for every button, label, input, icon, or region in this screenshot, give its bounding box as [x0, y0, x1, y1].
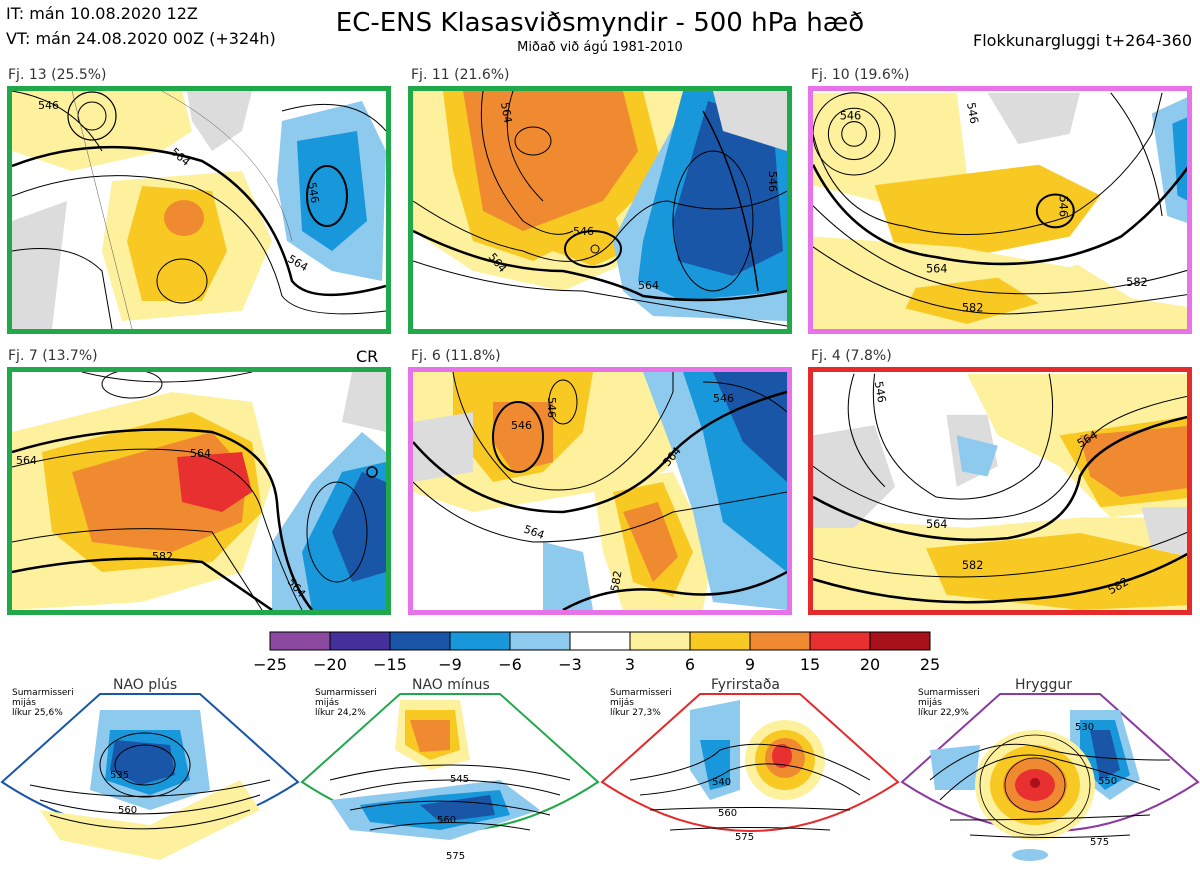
regime-map: 540 560 575	[600, 693, 900, 843]
colorbar-tick-label: −25	[253, 655, 287, 674]
colorbar-tick-label: −6	[498, 655, 522, 674]
contour-label: 564	[190, 447, 211, 460]
contour-label: 550	[1098, 776, 1117, 787]
colorbar-swatch	[869, 631, 931, 651]
contour-label: 546	[964, 101, 981, 124]
contour-label: 535	[110, 770, 129, 781]
valid-time: VT: mán 24.08.2020 00Z (+324h)	[6, 29, 276, 48]
contour-label: 575	[735, 832, 754, 843]
cluster-map-panel: 564 564 582 564	[7, 367, 391, 615]
contour-label: 560	[437, 815, 456, 826]
regime-description: Sumarmisseri mijás líkur 24,2%	[315, 688, 377, 718]
page-subtitle: Miðað við ágú 1981-2010	[517, 40, 683, 55]
colorbar-swatch	[569, 631, 631, 651]
colorbar-tick-label: −3	[558, 655, 582, 674]
colorbar-swatch	[389, 631, 451, 651]
contour-label: 560	[718, 808, 737, 819]
panel-label: Fj. 7 (13.7%)	[8, 348, 98, 364]
contour-label: 575	[446, 851, 465, 862]
colorbar-tick-label: 25	[920, 655, 940, 674]
cluster-map: 546 546 564 582 546 582	[813, 92, 1187, 329]
cluster-map-panel: 546 546 564 582 546 582	[808, 86, 1192, 334]
panel-label: Fj. 13 (25.5%)	[8, 67, 107, 83]
colorbar-swatch	[329, 631, 391, 651]
panel-label: Fj. 11 (21.6%)	[411, 67, 510, 83]
regime-title: NAO mínus	[412, 677, 490, 693]
contour-label: 546	[305, 181, 321, 204]
cluster-map-panel: 564 564 582 582 546	[808, 367, 1192, 615]
contour-label: 582	[962, 302, 984, 315]
colorbar-tick-label: 3	[625, 655, 635, 674]
cluster-map-panel: 546 546 564 564 546 582	[408, 367, 792, 615]
regime-description: Sumarmisseri mijás líkur 25,6%	[12, 688, 74, 718]
contour-label: 546	[872, 380, 889, 403]
contour-label: 564	[168, 145, 192, 168]
contour-label: 546	[545, 397, 558, 418]
cluster-map-panel: 564 546 564 564 546	[408, 86, 792, 334]
regime-description: Sumarmisseri mijás líkur 22,9%	[918, 688, 980, 718]
contour-label: 564	[926, 262, 948, 275]
colorbar-tick-label: −9	[438, 655, 462, 674]
colorbar-tick-label: 9	[745, 655, 755, 674]
contour-label: 582	[1126, 276, 1148, 289]
anomaly-colorbar: −25 −20 −15 −9 −6 −3 3 6 9 15 20 25	[253, 631, 940, 674]
contour-label: 540	[712, 777, 731, 788]
contour-label: 546	[573, 225, 594, 238]
regime-title: Hryggur	[1015, 677, 1072, 693]
colorbar-tick-label: 15	[800, 655, 820, 674]
contour-label: 564	[16, 454, 37, 467]
colorbar-tick-label: −20	[313, 655, 347, 674]
colorbar-swatch	[269, 631, 331, 651]
init-time: IT: mán 10.08.2020 12Z	[6, 4, 198, 23]
cluster-map: 564 564 582 564	[12, 372, 386, 610]
regime-title: NAO plús	[113, 677, 178, 693]
cluster-map-panel: 546 564 564 546	[7, 86, 391, 334]
contour-label: 582	[962, 559, 984, 572]
contour-label: 564	[638, 279, 659, 292]
regime-map: 545 560 575	[300, 693, 600, 862]
contour-label: 546	[1056, 195, 1069, 217]
contour-label: 546	[38, 99, 59, 112]
contour-label: 564	[522, 523, 546, 542]
classification-window: Flokkunargluggi t+264-360	[973, 31, 1192, 50]
cluster-map: 546 546 564 564 546 582	[413, 372, 787, 610]
cr-tag: CR	[356, 347, 379, 366]
contour-label: 530	[1075, 722, 1094, 733]
contour-label: 546	[766, 171, 779, 192]
contour-label: 546	[840, 110, 862, 123]
page-title: EC-ENS Klasasviðsmyndir - 500 hPa hæð	[335, 8, 865, 38]
regime-map: 530 550 575	[900, 693, 1200, 861]
contour-label: 582	[608, 570, 624, 593]
regime-map: 535 560	[0, 693, 300, 860]
contour-label: 575	[1090, 837, 1109, 848]
contour-label: 564	[498, 101, 514, 124]
panel-label: Fj. 4 (7.8%)	[811, 348, 892, 364]
contour-label: 582	[152, 550, 173, 563]
cluster-map: 564 546 564 564 546	[413, 91, 787, 327]
contour-label: 564	[926, 518, 948, 531]
regime-description: Sumarmisseri mijás líkur 27,3%	[610, 688, 672, 718]
colorbar-tick-label: 20	[860, 655, 880, 674]
cluster-map: 546 564 564 546	[12, 91, 386, 329]
colorbar-swatch	[509, 631, 571, 651]
colorbar-swatch	[449, 631, 511, 651]
colorbar-swatch	[629, 631, 691, 651]
regime-title: Fyrirstaða	[711, 677, 780, 693]
contour-label: 546	[511, 419, 532, 432]
colorbar-tick-label: 6	[685, 655, 695, 674]
contour-label: 545	[450, 774, 469, 785]
contour-label: 560	[118, 805, 137, 816]
cluster-map: 564 564 582 582 546	[813, 373, 1187, 610]
colorbar-swatch	[809, 631, 871, 651]
colorbar-tick-label: −15	[373, 655, 407, 674]
contour-label: 546	[713, 392, 734, 405]
panel-label: Fj. 10 (19.6%)	[811, 67, 910, 83]
colorbar-swatch	[689, 631, 751, 651]
panel-label: Fj. 6 (11.8%)	[411, 348, 501, 364]
colorbar-swatch	[749, 631, 811, 651]
